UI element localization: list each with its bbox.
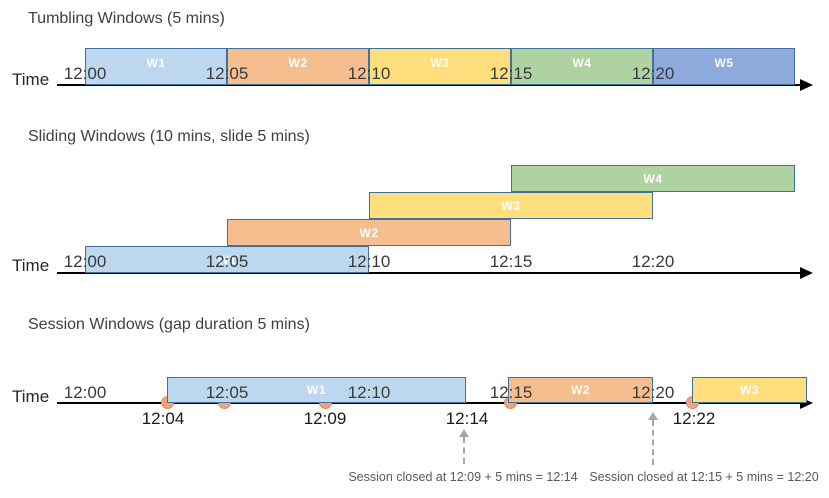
window-label: W1	[146, 56, 166, 70]
sliding-tick-1200: 12:00	[63, 252, 107, 271]
session-time-axis-label: Time	[12, 387, 50, 406]
session-tick-1215: 12:15	[489, 383, 533, 402]
sliding-section-title: Sliding Windows (10 mins, slide 5 mins)	[28, 128, 310, 145]
window-label: W4	[572, 56, 592, 70]
event-time-label-1204: 12:04	[141, 409, 185, 428]
tumbling-tick-1210: 12:10	[347, 64, 391, 83]
event-time-label-1209: 12:09	[303, 409, 347, 428]
callout-arrow-line	[652, 420, 654, 465]
window-label: W5	[714, 56, 734, 70]
tumbling-window-w4: W4	[511, 48, 653, 85]
session-window-w2: W2	[508, 377, 653, 403]
tumbling-axis-arrowhead-icon	[800, 79, 813, 91]
window-label: W1	[217, 252, 237, 267]
session-time-axis	[57, 402, 803, 404]
event-time-label-1214: 12:14	[445, 409, 489, 428]
sliding-tick-1220: 12:20	[631, 252, 675, 271]
callout-arrowhead-icon	[459, 429, 469, 437]
sliding-time-axis	[57, 272, 803, 274]
window-label: W3	[740, 383, 759, 397]
sliding-tick-1210: 12:10	[347, 252, 391, 271]
sliding-tick-1215: 12:15	[489, 252, 533, 271]
session-closed-annotation-2: Session closed at 12:15 + 5 mins = 12:20	[589, 470, 819, 484]
event-time-label-1222: 12:22	[672, 409, 716, 428]
session-window-w3: W3	[692, 377, 807, 403]
callout-arrow-line	[463, 437, 465, 464]
tumbling-time-axis-label: Time	[12, 70, 50, 89]
tumbling-window-w2: W2	[227, 48, 369, 85]
tumbling-window-w1: W1	[85, 48, 227, 85]
tumbling-tick-1200: 12:00	[63, 64, 107, 83]
sliding-window-w3: W3	[369, 192, 653, 219]
tumbling-tick-1215: 12:15	[489, 64, 533, 83]
window-label: W3	[501, 198, 521, 213]
session-window-w1: W1	[167, 377, 466, 403]
sliding-window-w1: W1	[85, 246, 369, 273]
sliding-axis-arrowhead-icon	[800, 267, 813, 279]
window-label: W2	[571, 383, 590, 397]
window-label: W1	[307, 383, 326, 397]
callout-arrowhead-icon	[648, 412, 658, 420]
sliding-time-axis-label: Time	[12, 256, 50, 275]
session-tick-1200: 12:00	[63, 383, 107, 402]
sliding-tick-1205: 12:05	[205, 252, 249, 271]
tumbling-time-axis	[57, 84, 803, 86]
tumbling-tick-1205: 12:05	[205, 64, 249, 83]
session-section-title: Session Windows (gap duration 5 mins)	[28, 316, 310, 333]
window-label: W2	[359, 225, 379, 240]
tumbling-window-w5: W5	[653, 48, 795, 85]
tumbling-section-title: Tumbling Windows (5 mins)	[28, 10, 225, 27]
window-label: W3	[430, 56, 450, 70]
window-label: W4	[643, 171, 663, 186]
session-tick-1220: 12:20	[631, 383, 675, 402]
sliding-window-w4: W4	[511, 165, 795, 192]
sliding-window-w2: W2	[227, 219, 511, 246]
session-tick-1205: 12:05	[205, 383, 249, 402]
tumbling-window-w3: W3	[369, 48, 511, 85]
tumbling-tick-1220: 12:20	[631, 64, 675, 83]
session-closed-annotation-1: Session closed at 12:09 + 5 mins = 12:14	[348, 470, 578, 484]
window-label: W2	[288, 56, 308, 70]
session-tick-1210: 12:10	[347, 383, 391, 402]
